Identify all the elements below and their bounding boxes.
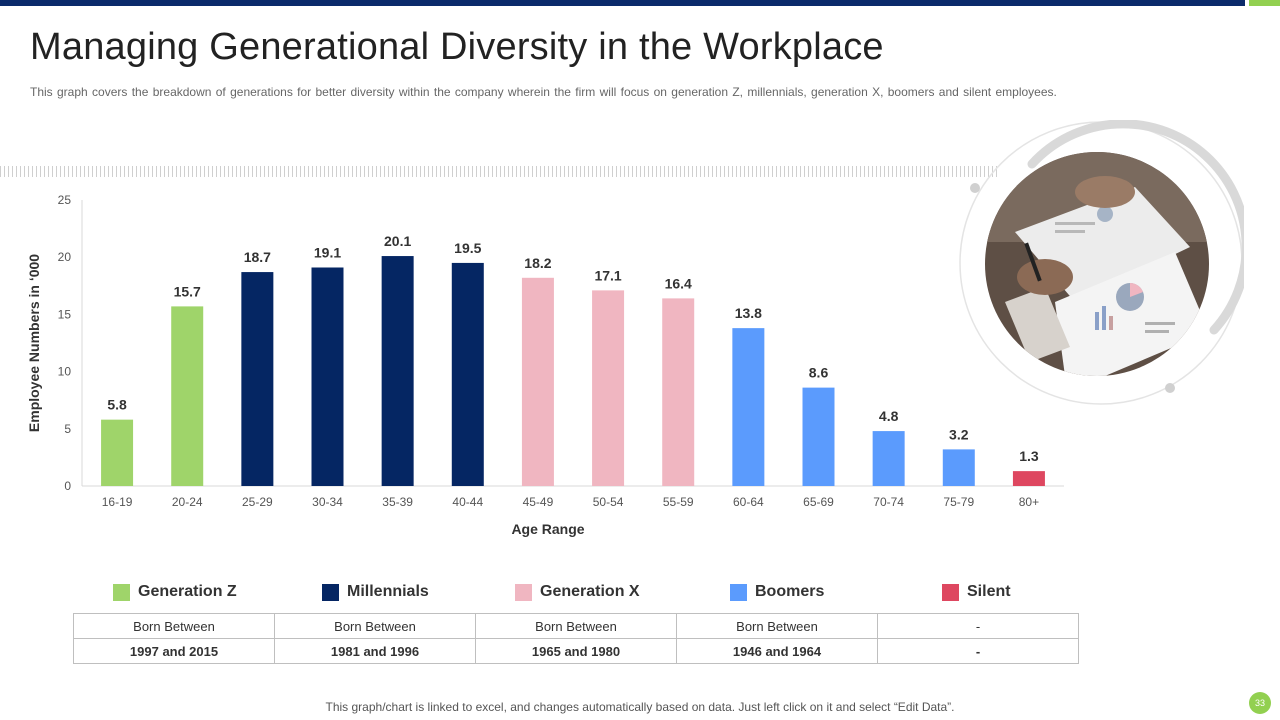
bar-30-34 [311,267,344,486]
legend-item-millennials: Millennials [322,580,429,604]
data-label: 13.8 [735,305,762,321]
decorative-ring [959,120,1244,405]
bar-25-29 [241,272,274,486]
table-row-year-range: 1997 and 2015 1981 and 1996 1965 and 198… [73,638,1079,664]
bar-55-59 [662,298,695,486]
legend-label: Millennials [347,583,429,600]
x-tick-label: 30-34 [312,495,343,509]
y-tick-label: 0 [64,479,71,493]
table-cell: Born Between [73,613,275,639]
x-tick-label: 70-74 [873,495,904,509]
x-tick-label: 25-29 [242,495,273,509]
legend-label: Boomers [755,583,825,600]
table-cell: 1946 and 1964 [676,638,878,664]
bar-35-39 [381,256,414,486]
legend-item-silent: Silent [942,580,1011,604]
legend-item-generation-x: Generation X [515,580,640,604]
bar-75-79 [942,449,975,486]
legend-label: Generation X [540,583,640,600]
legend-swatch [942,583,959,601]
table-cell: 1965 and 1980 [475,638,677,664]
top-brand-bar [0,0,1245,6]
bar-80+ [1012,471,1045,486]
x-tick-label: 65-69 [803,495,834,509]
legend-swatch [113,583,130,601]
table-cell: Born Between [475,613,677,639]
y-tick-label: 25 [58,193,72,207]
data-label: 16.4 [665,275,692,291]
table-cell: Born Between [274,613,476,639]
data-label: 4.8 [879,408,899,424]
generation-table: Born Between Born Between Born Between B… [73,613,1079,664]
legend-swatch [515,583,532,601]
page-title: Managing Generational Diversity in the W… [30,26,884,68]
bar-20-24 [171,306,204,486]
y-tick-label: 10 [58,365,72,379]
table-cell: - [877,613,1079,639]
y-tick-label: 15 [58,307,72,321]
table-cell: 1981 and 1996 [274,638,476,664]
data-label: 19.1 [314,244,341,260]
legend-item-generation-z: Generation Z [113,580,237,604]
x-tick-label: 20-24 [172,495,203,509]
business-analysis-photo [985,152,1209,376]
legend-swatch [322,583,339,601]
data-label: 17.1 [594,267,621,283]
x-tick-label: 75-79 [943,495,974,509]
bar-65-69 [802,387,835,486]
data-label: 19.5 [454,240,481,256]
page-subtitle: This graph covers the breakdown of gener… [30,85,1057,99]
chart-bars [101,256,1045,486]
table-cell: 1997 and 2015 [73,638,275,664]
footnote: This graph/chart is linked to excel, and… [325,700,955,714]
bar-40-44 [451,262,484,486]
x-tick-label: 16-19 [102,495,133,509]
data-label: 18.7 [244,249,271,265]
decorative-hatch-line [0,166,1000,177]
x-tick-label: 50-54 [593,495,624,509]
page-number-badge: 33 [1249,692,1271,714]
bar-16-19 [101,419,134,486]
data-label: 15.7 [174,283,201,299]
table-cell: Born Between [676,613,878,639]
chart-data-labels: 5.8 15.7 18.7 19.1 20.1 19.5 18.2 17.1 16.4 13.8 8… [107,233,1039,464]
photo-illustration [985,152,1209,376]
data-label: 5.8 [107,397,127,413]
chart-axes: 0 5 10 15 20 25 16-19 20-24 25-29 30-34 35-39 40-44… [58,193,1064,509]
x-axis-title: Age Range [511,521,584,537]
data-label: 18.2 [524,255,551,271]
data-label: 3.2 [949,426,969,442]
table-cell: - [877,638,1079,664]
legend-label: Silent [967,583,1011,600]
legend-label: Generation Z [138,583,237,600]
y-tick-label: 5 [64,422,71,436]
x-tick-label: 45-49 [523,495,554,509]
x-tick-label: 40-44 [452,495,483,509]
data-label: 1.3 [1019,448,1039,464]
y-axis-title: Employee Numbers in ‘000 [26,254,42,432]
data-label: 20.1 [384,233,411,249]
top-accent-bar [1249,0,1280,6]
bar-70-74 [872,431,905,486]
x-tick-label: 80+ [1019,495,1039,509]
bar-50-54 [592,290,625,486]
data-label: 8.6 [809,365,829,381]
x-tick-label: 60-64 [733,495,764,509]
legend-item-boomers: Boomers [730,580,824,604]
legend-swatch [730,583,747,601]
bar-chart: 0 5 10 15 20 25 16-19 20-24 25-29 30-34 35-39 40-44… [26,193,1064,537]
table-row-born-between: Born Between Born Between Born Between B… [73,613,1079,639]
y-tick-label: 20 [58,250,72,264]
x-tick-label: 55-59 [663,495,694,509]
bar-45-49 [521,277,554,486]
bar-60-64 [732,328,765,486]
x-tick-label: 35-39 [382,495,413,509]
